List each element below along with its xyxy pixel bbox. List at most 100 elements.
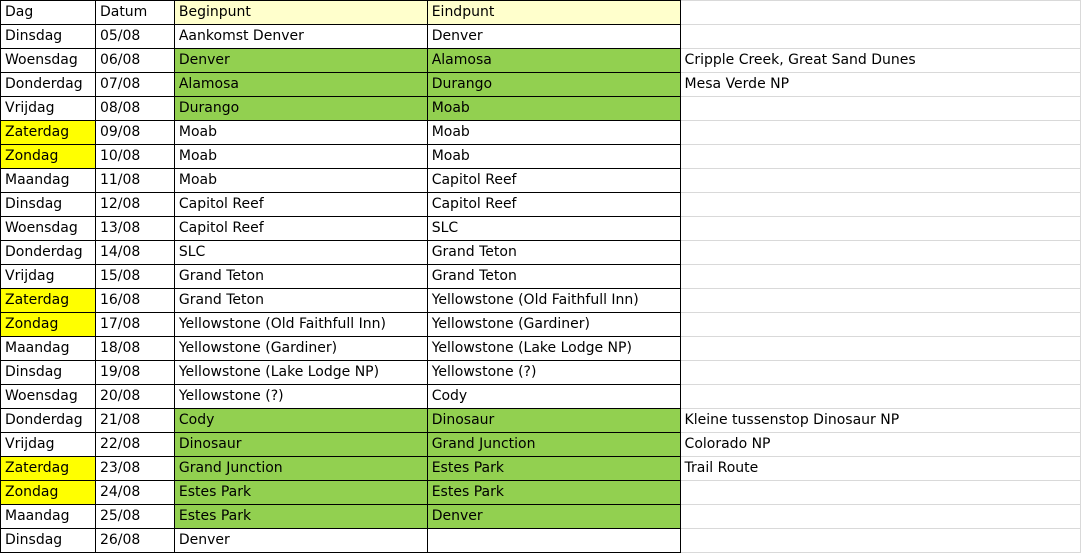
cell-note[interactable] <box>679 216 1081 241</box>
cell-note[interactable] <box>679 384 1081 409</box>
cell-note[interactable] <box>679 24 1081 49</box>
cell-datum[interactable]: 11/08 <box>94 168 175 193</box>
header-datum[interactable]: Datum <box>94 0 175 25</box>
cell-dag[interactable]: Zaterdag <box>0 120 96 145</box>
cell-eindpunt[interactable]: Capitol Reef <box>426 192 681 217</box>
cell-note[interactable] <box>679 168 1081 193</box>
cell-beginpunt[interactable]: Durango <box>173 96 428 121</box>
cell-eindpunt[interactable] <box>426 528 681 553</box>
cell-datum[interactable]: 23/08 <box>94 456 175 481</box>
cell-dag[interactable]: Vrijdag <box>0 432 96 457</box>
cell-datum[interactable]: 18/08 <box>94 336 175 361</box>
cell-datum[interactable]: 10/08 <box>94 144 175 169</box>
cell-dag[interactable]: Dinsdag <box>0 192 96 217</box>
cell-dag[interactable]: Vrijdag <box>0 96 96 121</box>
cell-dag[interactable]: Woensdag <box>0 216 96 241</box>
cell-note[interactable] <box>679 504 1081 529</box>
header-dag[interactable]: Dag <box>0 0 96 25</box>
cell-dag[interactable]: Maandag <box>0 336 96 361</box>
cell-note[interactable] <box>679 120 1081 145</box>
cell-beginpunt[interactable]: Estes Park <box>173 480 428 505</box>
cell-datum[interactable]: 19/08 <box>94 360 175 385</box>
cell-datum[interactable]: 06/08 <box>94 48 175 73</box>
header-empty-cell[interactable] <box>679 0 1081 25</box>
cell-eindpunt[interactable]: Moab <box>426 144 681 169</box>
cell-datum[interactable]: 12/08 <box>94 192 175 217</box>
cell-datum[interactable]: 17/08 <box>94 312 175 337</box>
cell-note[interactable] <box>679 528 1081 553</box>
cell-eindpunt[interactable]: SLC <box>426 216 681 241</box>
cell-datum[interactable]: 15/08 <box>94 264 175 289</box>
cell-datum[interactable]: 24/08 <box>94 480 175 505</box>
cell-datum[interactable]: 21/08 <box>94 408 175 433</box>
cell-beginpunt[interactable]: Moab <box>173 120 428 145</box>
cell-eindpunt[interactable]: Denver <box>426 24 681 49</box>
cell-dag[interactable]: Vrijdag <box>0 264 96 289</box>
cell-eindpunt[interactable]: Moab <box>426 96 681 121</box>
cell-eindpunt[interactable]: Alamosa <box>426 48 681 73</box>
cell-beginpunt[interactable]: Alamosa <box>173 72 428 97</box>
cell-beginpunt[interactable]: Denver <box>173 528 428 553</box>
cell-note[interactable]: Colorado NP <box>679 432 1081 457</box>
cell-note[interactable] <box>679 264 1081 289</box>
cell-beginpunt[interactable]: Yellowstone (?) <box>173 384 428 409</box>
cell-dag[interactable]: Donderdag <box>0 72 96 97</box>
cell-dag[interactable]: Maandag <box>0 168 96 193</box>
cell-datum[interactable]: 20/08 <box>94 384 175 409</box>
cell-datum[interactable]: 05/08 <box>94 24 175 49</box>
cell-note[interactable] <box>679 240 1081 265</box>
cell-dag[interactable]: Woensdag <box>0 384 96 409</box>
cell-datum[interactable]: 09/08 <box>94 120 175 145</box>
cell-note[interactable] <box>679 192 1081 217</box>
cell-beginpunt[interactable]: Estes Park <box>173 504 428 529</box>
cell-beginpunt[interactable]: Yellowstone (Gardiner) <box>173 336 428 361</box>
cell-note[interactable] <box>679 288 1081 313</box>
cell-eindpunt[interactable]: Estes Park <box>426 480 681 505</box>
cell-eindpunt[interactable]: Grand Teton <box>426 240 681 265</box>
cell-note[interactable]: Trail Route <box>679 456 1081 481</box>
cell-eindpunt[interactable]: Estes Park <box>426 456 681 481</box>
cell-datum[interactable]: 08/08 <box>94 96 175 121</box>
cell-beginpunt[interactable]: Grand Junction <box>173 456 428 481</box>
cell-note[interactable] <box>679 480 1081 505</box>
header-eindpunt[interactable]: Eindpunt <box>426 0 681 25</box>
cell-note[interactable]: Cripple Creek, Great Sand Dunes <box>679 48 1081 73</box>
cell-datum[interactable]: 22/08 <box>94 432 175 457</box>
cell-datum[interactable]: 07/08 <box>94 72 175 97</box>
cell-dag[interactable]: Dinsdag <box>0 360 96 385</box>
cell-eindpunt[interactable]: Grand Teton <box>426 264 681 289</box>
cell-note[interactable] <box>679 360 1081 385</box>
cell-eindpunt[interactable]: Capitol Reef <box>426 168 681 193</box>
cell-dag[interactable]: Zaterdag <box>0 288 96 313</box>
cell-beginpunt[interactable]: Capitol Reef <box>173 192 428 217</box>
cell-beginpunt[interactable]: Yellowstone (Lake Lodge NP) <box>173 360 428 385</box>
cell-eindpunt[interactable]: Durango <box>426 72 681 97</box>
cell-note[interactable] <box>679 336 1081 361</box>
cell-eindpunt[interactable]: Yellowstone (?) <box>426 360 681 385</box>
cell-eindpunt[interactable]: Yellowstone (Lake Lodge NP) <box>426 336 681 361</box>
cell-eindpunt[interactable]: Cody <box>426 384 681 409</box>
cell-dag[interactable]: Dinsdag <box>0 528 96 553</box>
cell-beginpunt[interactable]: Cody <box>173 408 428 433</box>
cell-datum[interactable]: 13/08 <box>94 216 175 241</box>
cell-eindpunt[interactable]: Yellowstone (Old Faithfull Inn) <box>426 288 681 313</box>
cell-beginpunt[interactable]: Grand Teton <box>173 288 428 313</box>
cell-dag[interactable]: Zondag <box>0 480 96 505</box>
cell-dag[interactable]: Maandag <box>0 504 96 529</box>
cell-eindpunt[interactable]: Grand Junction <box>426 432 681 457</box>
cell-beginpunt[interactable]: Moab <box>173 168 428 193</box>
cell-dag[interactable]: Dinsdag <box>0 24 96 49</box>
cell-note[interactable] <box>679 312 1081 337</box>
cell-dag[interactable]: Donderdag <box>0 240 96 265</box>
cell-beginpunt[interactable]: Dinosaur <box>173 432 428 457</box>
cell-note[interactable] <box>679 144 1081 169</box>
cell-dag[interactable]: Zondag <box>0 312 96 337</box>
cell-eindpunt[interactable]: Moab <box>426 120 681 145</box>
cell-beginpunt[interactable]: Aankomst Denver <box>173 24 428 49</box>
cell-datum[interactable]: 25/08 <box>94 504 175 529</box>
cell-dag[interactable]: Zondag <box>0 144 96 169</box>
cell-eindpunt[interactable]: Yellowstone (Gardiner) <box>426 312 681 337</box>
cell-beginpunt[interactable]: Denver <box>173 48 428 73</box>
cell-datum[interactable]: 16/08 <box>94 288 175 313</box>
header-beginpunt[interactable]: Beginpunt <box>173 0 428 25</box>
